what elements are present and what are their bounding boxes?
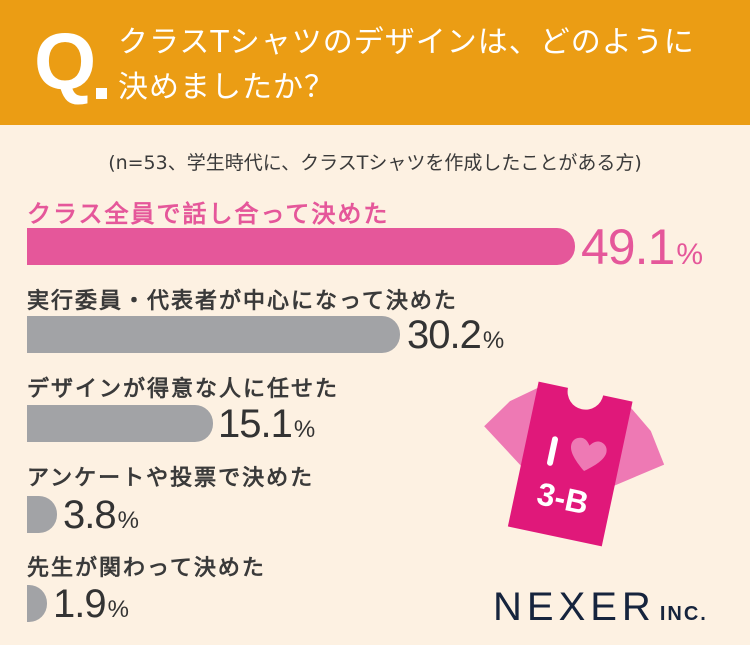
value-unit: % <box>293 416 316 443</box>
bar-1 <box>27 228 575 265</box>
value-5: 1.9% <box>53 584 129 630</box>
q-dot <box>96 88 107 99</box>
row-label-2: 実行委員・代表者が中心になって決めた <box>27 289 458 314</box>
row-label-4: アンケートや投票で決めた <box>27 466 315 491</box>
value-number: 30.2 <box>407 313 482 357</box>
logo-main: NEXER <box>493 585 656 629</box>
bar-4 <box>27 496 57 533</box>
letter-i <box>547 436 559 466</box>
value-3: 15.1% <box>218 404 315 450</box>
question-title: クラスTシャツのデザインは、どのように 決めましたか？ <box>118 20 738 110</box>
question-line-1: クラスTシャツのデザインは、どのように <box>118 25 695 60</box>
row-label-3: デザインが得意な人に任せた <box>27 377 340 402</box>
value-4: 3.8% <box>63 495 139 541</box>
value-1: 49.1% <box>581 222 703 280</box>
tshirt-illustration: 3-B <box>484 381 665 547</box>
question-line-2: 決めましたか？ <box>118 70 335 105</box>
row-label-5: 先生が関わって決めた <box>27 556 266 581</box>
shirt-body <box>507 381 633 547</box>
nexer-logo: NEXER INC. <box>493 585 708 630</box>
q-mark: Q <box>34 17 96 106</box>
question-header: Q クラスTシャツのデザインは、どのように 決めましたか？ <box>0 0 750 125</box>
bar-5 <box>27 585 47 622</box>
value-number: 1.9 <box>53 582 107 626</box>
row-label-1: クラス全員で話し合って決めた <box>27 200 390 228</box>
bar-3 <box>27 405 213 442</box>
heart-icon <box>570 437 607 472</box>
sample-note: (n=53、学生時代に、クラスTシャツを作成したことがある方) <box>108 152 642 174</box>
value-number: 15.1 <box>218 402 293 446</box>
value-2: 30.2% <box>407 315 504 361</box>
value-number: 49.1 <box>581 219 675 275</box>
value-unit: % <box>482 327 505 354</box>
value-number: 3.8 <box>63 493 117 537</box>
value-unit: % <box>107 596 129 623</box>
bar-2 <box>27 316 400 353</box>
value-unit: % <box>117 507 139 534</box>
value-unit: % <box>676 238 704 271</box>
logo-suffix: INC. <box>659 603 708 625</box>
